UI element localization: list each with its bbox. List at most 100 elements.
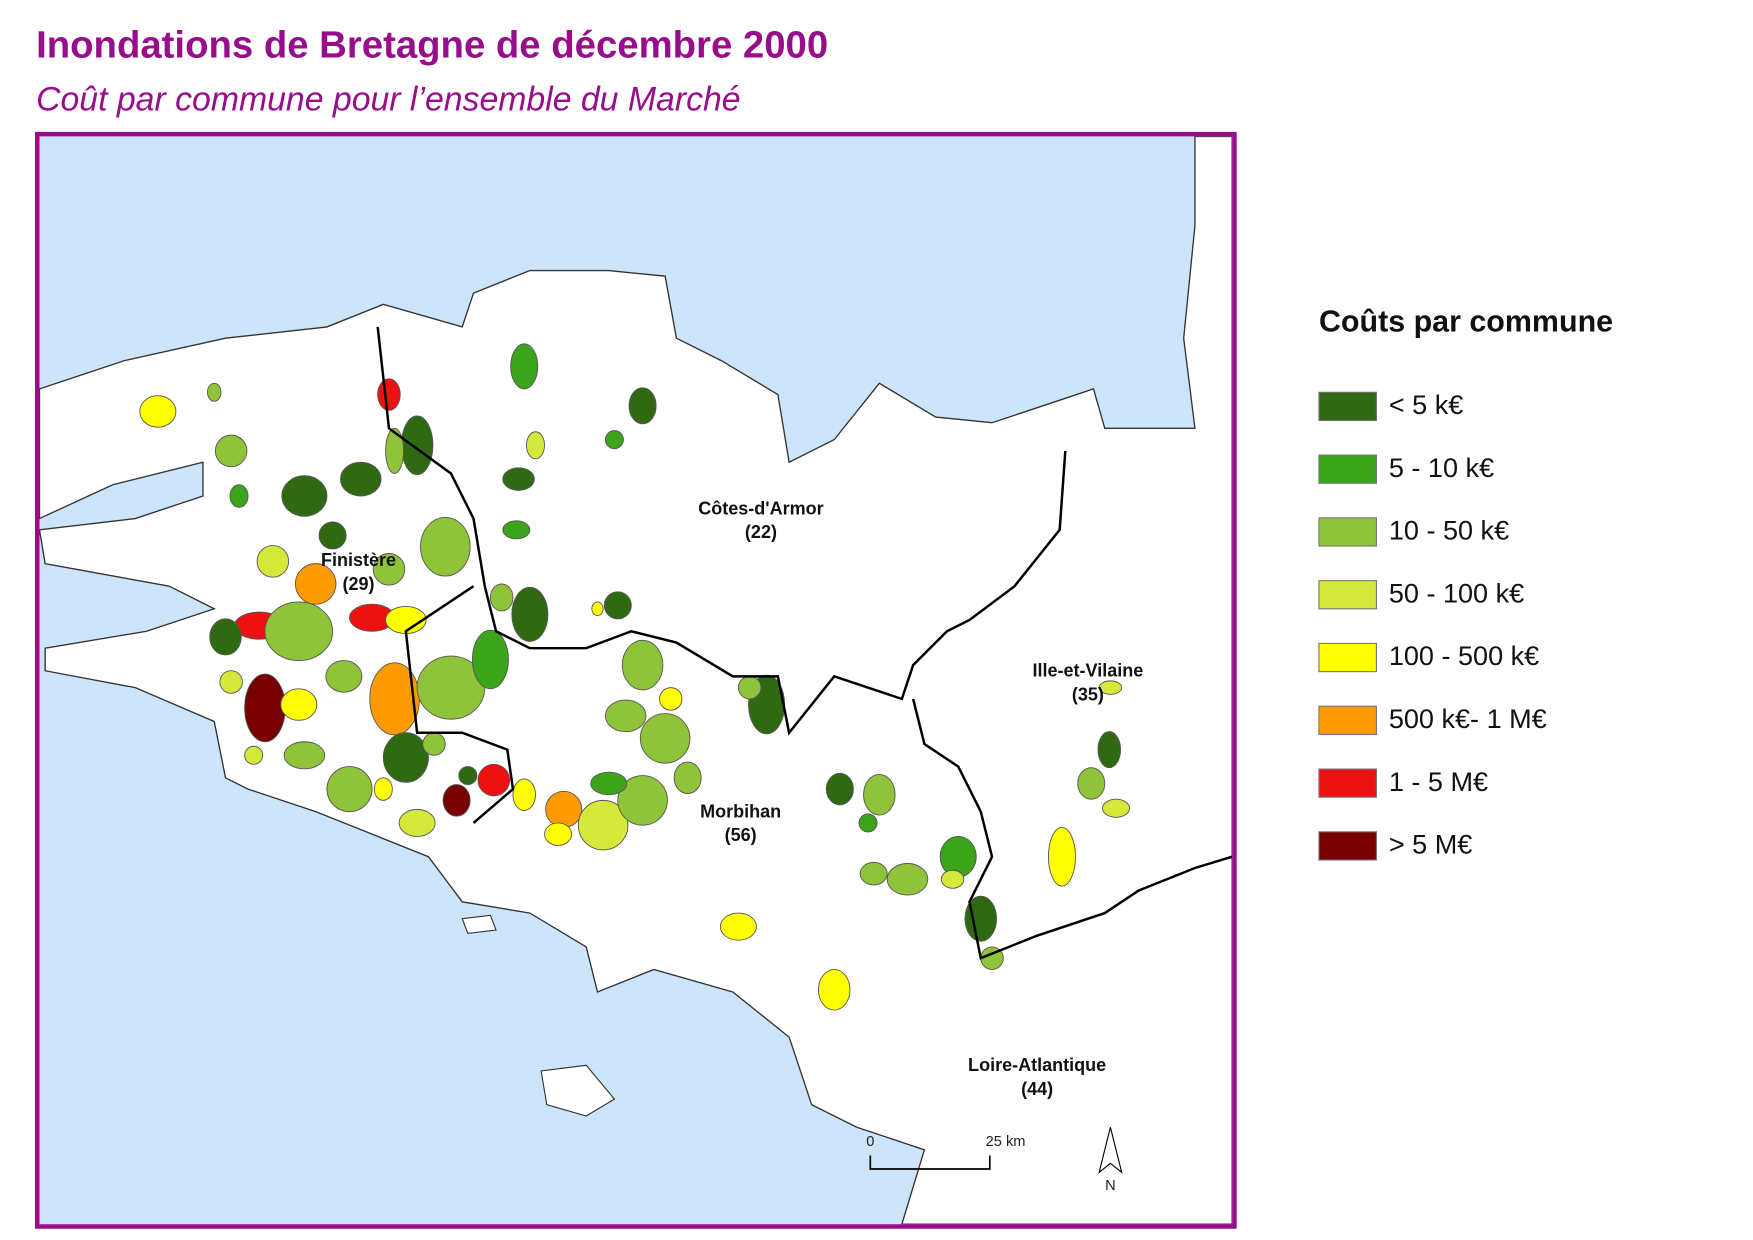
commune-patch bbox=[858, 813, 878, 833]
commune-patch bbox=[398, 808, 436, 837]
commune-patch bbox=[512, 778, 536, 811]
commune-patch bbox=[340, 461, 382, 497]
commune-patch bbox=[1077, 767, 1106, 800]
commune-patch bbox=[283, 741, 326, 770]
commune-patch bbox=[604, 430, 624, 450]
department-borders bbox=[376, 326, 1233, 960]
commune-patch bbox=[325, 660, 363, 693]
legend-label: 10 - 50 k€ bbox=[1389, 516, 1509, 546]
commune-patch bbox=[825, 772, 854, 806]
island bbox=[461, 914, 497, 934]
commune-patch bbox=[639, 713, 691, 764]
department-name: Côtes-d'Armor bbox=[698, 498, 823, 518]
commune-patch bbox=[526, 431, 545, 460]
scale-end: 25 km bbox=[986, 1134, 1026, 1150]
commune-patch bbox=[369, 662, 420, 736]
commune-patch bbox=[400, 415, 434, 476]
legend-swatch bbox=[1318, 580, 1378, 610]
department-name: Loire-Atlantique bbox=[968, 1055, 1106, 1075]
legend-label: 50 - 100 k€ bbox=[1389, 578, 1524, 608]
legend-swatch bbox=[1318, 454, 1378, 484]
map-title: Inondations de Bretagne de décembre 2000 bbox=[36, 23, 828, 66]
legend-label: > 5 M€ bbox=[1389, 830, 1472, 860]
commune-patch bbox=[591, 601, 604, 616]
legend-label: 500 k€- 1 M€ bbox=[1389, 704, 1547, 734]
map-subtitle: Coût par commune pour l’ensemble du Marc… bbox=[36, 80, 740, 118]
commune-patch bbox=[326, 766, 373, 813]
commune-patch bbox=[604, 699, 647, 733]
legend-swatch bbox=[1318, 517, 1378, 547]
commune-patch bbox=[510, 343, 539, 390]
commune-patch bbox=[511, 586, 549, 642]
communes bbox=[139, 343, 1131, 1011]
legend-swatch bbox=[1318, 391, 1378, 422]
legend-swatch bbox=[1318, 705, 1378, 735]
labels: Finistère (29) Côtes-d'Armor (22) Ille-et-Vi… bbox=[321, 498, 1143, 1193]
department-code: (22) bbox=[745, 522, 777, 542]
commune-patch bbox=[280, 688, 318, 721]
legend-label: 100 - 500 k€ bbox=[1389, 641, 1539, 671]
commune-patch bbox=[294, 563, 337, 605]
commune-patch bbox=[458, 766, 478, 786]
commune-patch bbox=[244, 673, 286, 743]
commune-patch bbox=[545, 790, 583, 828]
commune-patch bbox=[489, 583, 514, 612]
legend: < 5 k€ 5 - 10 k€ 10 - 50 k€ 50 - 100 k€ 100 … bbox=[1318, 390, 1547, 861]
commune-patch bbox=[373, 777, 393, 801]
north-label: N bbox=[1105, 1178, 1116, 1194]
commune-patch bbox=[244, 745, 264, 765]
legend-label: 5 - 10 k€ bbox=[1389, 453, 1494, 483]
commune-patch bbox=[229, 484, 249, 508]
commune-patch bbox=[281, 475, 328, 517]
island bbox=[540, 1064, 616, 1117]
north-arrow-shape bbox=[1098, 1127, 1123, 1174]
department-name: Morbihan bbox=[700, 802, 781, 822]
department-code: (29) bbox=[342, 574, 374, 594]
commune-patch bbox=[442, 784, 471, 817]
commune-patch bbox=[1098, 680, 1123, 695]
scale-start: 0 bbox=[866, 1134, 874, 1150]
department-code: (35) bbox=[1072, 684, 1104, 704]
department-code: (56) bbox=[725, 825, 757, 845]
legend-title: Coûts par commune bbox=[1319, 305, 1613, 339]
commune-patch bbox=[377, 378, 401, 411]
commune-patch bbox=[544, 822, 573, 846]
commune-patch bbox=[477, 763, 511, 797]
border bbox=[404, 585, 515, 824]
commune-patch bbox=[939, 835, 977, 878]
commune-patch bbox=[219, 670, 243, 694]
commune-patch bbox=[659, 687, 683, 711]
commune-patch bbox=[590, 771, 628, 796]
commune-patch bbox=[1047, 826, 1076, 887]
commune-patch bbox=[817, 969, 851, 1011]
commune-patch bbox=[385, 606, 427, 634]
commune-patch bbox=[863, 773, 896, 816]
commune-patch bbox=[628, 387, 657, 425]
commune-patch bbox=[859, 861, 888, 886]
commune-patch bbox=[382, 732, 429, 783]
department-code: (44) bbox=[1021, 1079, 1053, 1099]
border bbox=[911, 698, 1233, 960]
north-arrow bbox=[1098, 1127, 1123, 1174]
legend-swatch bbox=[1318, 642, 1378, 673]
commune-patch bbox=[139, 395, 177, 428]
map-area bbox=[39, 136, 1233, 1225]
commune-patch bbox=[737, 675, 762, 700]
commune-patch bbox=[209, 618, 242, 656]
commune-patch bbox=[502, 520, 531, 540]
commune-patch bbox=[318, 521, 347, 550]
legend-swatch bbox=[1318, 831, 1378, 861]
commune-patch bbox=[420, 516, 471, 577]
department-name: Ille-et-Vilaine bbox=[1032, 661, 1143, 681]
scale-line bbox=[869, 1155, 991, 1170]
commune-patch bbox=[1097, 731, 1122, 769]
commune-patch bbox=[621, 639, 664, 691]
legend-label: < 5 k€ bbox=[1389, 390, 1463, 420]
commune-patch bbox=[719, 912, 757, 941]
commune-patch bbox=[940, 869, 965, 889]
commune-patch bbox=[264, 601, 334, 662]
legend-swatch bbox=[1318, 768, 1378, 798]
commune-patch bbox=[385, 427, 405, 474]
commune-patch bbox=[422, 732, 446, 756]
